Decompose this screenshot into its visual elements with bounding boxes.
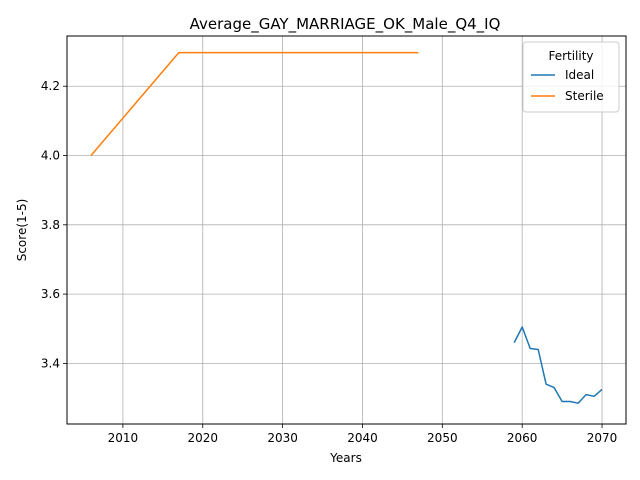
grid (67, 36, 626, 424)
y-tick-label: 4.0 (41, 149, 60, 163)
chart-title: Average_GAY_MARRIAGE_OK_Male_Q4_IQ (190, 15, 501, 34)
legend-box (522, 41, 620, 113)
y-axis-label: Score(1-5) (15, 199, 29, 262)
x-tick-label: 2030 (267, 431, 298, 445)
x-tick-label: 2070 (587, 431, 618, 445)
y-tick-label: 3.4 (41, 356, 60, 370)
y-tick-label: 3.6 (41, 287, 60, 301)
legend: Fertility Ideal Sterile (522, 41, 620, 113)
y-tick-label: 3.8 (41, 218, 60, 232)
x-axis: 2010 2020 2030 2040 2050 2060 2070 (108, 424, 618, 445)
x-tick-label: 2060 (507, 431, 538, 445)
plot-frame (66, 35, 627, 425)
legend-title: Fertility (548, 49, 593, 63)
x-axis-label: Years (329, 451, 362, 465)
y-tick-label: 4.2 (41, 79, 60, 93)
series-line-ideal (513, 326, 603, 404)
y-axis: 3.4 3.6 3.8 4.0 4.2 (41, 79, 67, 370)
series-line-sterile (90, 51, 419, 156)
x-tick-label: 2050 (427, 431, 458, 445)
x-tick-label: 2040 (347, 431, 378, 445)
x-tick-label: 2020 (187, 431, 218, 445)
legend-label-ideal: Ideal (565, 68, 594, 82)
series-layer (90, 51, 603, 404)
x-tick-label: 2010 (108, 431, 139, 445)
legend-label-sterile: Sterile (565, 89, 604, 103)
